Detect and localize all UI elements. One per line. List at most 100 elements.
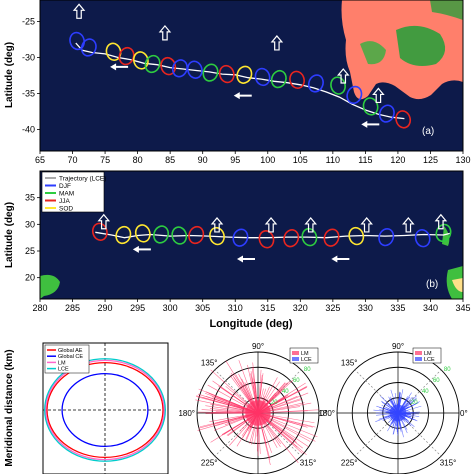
panel-e-legend-label: LM (424, 351, 432, 357)
panel-b-data-layer (91, 213, 452, 263)
b-left-arrow-head (236, 255, 243, 263)
b-frame (39, 170, 464, 300)
a-xtick-label: 110 (326, 155, 340, 165)
panel-b-axes: 280 285 290 295 300 305 310 315 320 325 330 335 340 3… (25, 170, 471, 313)
b-eddy-ellipse (301, 227, 318, 247)
a-xtick-label: 130 (455, 155, 470, 165)
panel-a-axes: 65 70 75 80 85 90 95 100 105 110 115 120 125 130 -25 -3… (22, 0, 471, 165)
b-up-arrow (434, 213, 448, 230)
b-xtick-label: 295 (130, 303, 145, 313)
b-xtick-label: 320 (293, 303, 308, 313)
b-eddy-ellipse (91, 222, 108, 242)
b-up-arrow (97, 213, 111, 230)
b-eddy-ellipse (283, 229, 300, 248)
b-eddy-ellipse (171, 226, 188, 245)
b-legend-label: DJF (59, 183, 71, 190)
a-up-arrow (336, 68, 350, 84)
b-eddy-ellipse (115, 225, 132, 245)
a-eddy-ellipse (69, 31, 86, 51)
a-eddy-ellipse (289, 70, 305, 90)
panel-d-radial-label: 20 (271, 400, 278, 406)
panel-d-radial-label: 40 (282, 389, 289, 395)
panel-e-legend-swatch (415, 351, 422, 355)
panel-d-legend-swatch (292, 357, 299, 361)
b-xtick-label: 285 (65, 303, 80, 313)
a-up-arrow (158, 24, 172, 41)
ellipse-series-global-ce (61, 372, 149, 448)
a-up-arrow (270, 35, 284, 51)
a-eddy-ellipse (254, 67, 271, 87)
a-eddy-ellipse (270, 69, 287, 89)
b-xtick-label: 280 (32, 303, 47, 313)
a-eddy-ellipse (330, 76, 346, 95)
a-xtick-label: 100 (260, 155, 275, 165)
a-eddy-ellipse (362, 97, 379, 116)
b-xtick-label: 335 (390, 303, 405, 313)
b-xtick-label: 300 (163, 303, 178, 313)
a-eddy-ellipse (346, 85, 363, 105)
a-xtick-label: 95 (230, 155, 240, 165)
a-eddy-ellipse (105, 42, 122, 61)
a-xtick-label: 115 (358, 155, 372, 165)
panel-d-legend-swatch (292, 351, 299, 355)
ellipse-legend-label: Global CE (58, 354, 83, 360)
a-left-arrow-head (110, 63, 117, 71)
b-eddy-ellipse (258, 230, 275, 249)
b-up-arrow (304, 216, 318, 233)
b-xtick-label: 310 (228, 303, 243, 313)
b-eddy-ellipse (323, 228, 340, 247)
a-left-arrow-head (233, 92, 240, 100)
a-eddy-ellipse (236, 65, 253, 84)
a-xtick-label: 65 (35, 155, 45, 165)
a-eddy-ellipse (378, 104, 395, 123)
b-legend-label: Trajectory (LCE) (59, 176, 106, 183)
b-trajectory-line (95, 231, 451, 239)
panel-b-label: (b) (426, 279, 438, 290)
a-xtick-label: 75 (100, 155, 110, 165)
panel-d-legend-label: LCE (301, 357, 312, 363)
b-xtick-label: 340 (423, 303, 438, 313)
a-eddy-ellipse (307, 74, 324, 93)
b-up-arrow (210, 216, 224, 233)
a-xtick-label: 120 (390, 155, 405, 165)
a-xtick-label: 105 (293, 155, 308, 165)
australia-land-mass (341, 0, 463, 100)
ellipse-legend-label: LM (58, 360, 66, 366)
a-xtick-label: 125 (423, 155, 438, 165)
b-legend-label: JJA (59, 198, 71, 205)
panel-d-radial-label: 60 (293, 378, 300, 384)
b-xtick-label: 315 (260, 303, 275, 313)
b-legend-label: MAM (59, 191, 74, 198)
panel-e-center-blob (389, 404, 407, 422)
b-legend-label: SOD (59, 206, 73, 213)
a-ytick-label: -40 (22, 124, 35, 134)
a-xtick-label: 85 (165, 155, 175, 165)
panel-d-radial-label: 80 (304, 367, 311, 373)
panel-d-angle-label: 135° (201, 358, 218, 367)
panel-b-ylabel: Latitude (deg) (4, 202, 15, 268)
panel-b-xlabel: Longitude (deg) (209, 318, 292, 330)
ellipse-ylabel: Meridional distance (km) (4, 349, 15, 466)
b-eddy-ellipse (378, 227, 395, 247)
panel-e-radial-label: 80 (444, 367, 451, 373)
b-eddy-ellipse (134, 224, 151, 243)
b-up-arrow (264, 216, 278, 233)
panel-a-label: (a) (422, 126, 434, 137)
a-up-arrow (372, 87, 385, 104)
b-ytick-label: 30 (25, 219, 35, 229)
a-eddy-ellipse (80, 38, 97, 57)
b-eddy-ellipse (414, 228, 431, 248)
b-eddy-ellipse (188, 225, 205, 245)
b-xtick-label: 305 (195, 303, 210, 313)
panel-e-angle-label: 180° (318, 409, 335, 418)
b-eddy-ellipse (348, 226, 365, 246)
b-xtick-label: 325 (325, 303, 340, 313)
a-ytick-label: -30 (22, 53, 35, 63)
